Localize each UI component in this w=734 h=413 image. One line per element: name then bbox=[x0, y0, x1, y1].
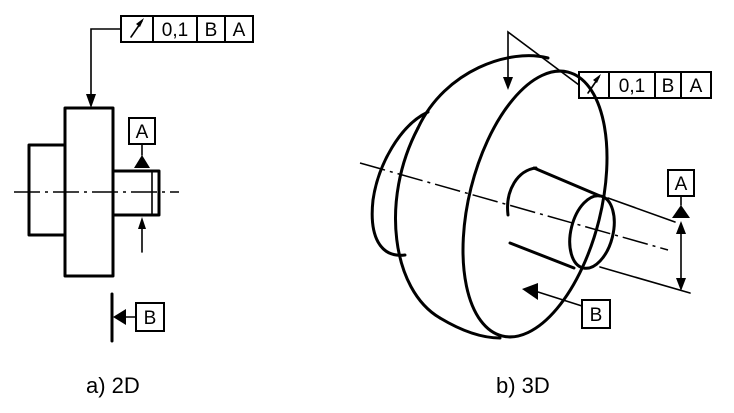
runout-icon bbox=[130, 18, 144, 38]
datum-b-box-3d bbox=[581, 299, 611, 329]
frame-datum-a-label-3d: A bbox=[690, 76, 703, 97]
frame-cell-datum-a bbox=[224, 15, 254, 43]
panel-2d: 0,1 B A A B bbox=[14, 15, 254, 398]
frame-datum-a-label: A bbox=[233, 20, 246, 41]
tolerance-frame-2d: 0,1 B A bbox=[120, 15, 254, 43]
datum-a-box-2d bbox=[128, 117, 156, 145]
extension-line-top-3d bbox=[607, 197, 676, 223]
leader-arrowhead-2d bbox=[86, 94, 96, 108]
flange-bottom-edge-3d bbox=[438, 316, 502, 340]
leader-line-3d bbox=[507, 30, 580, 86]
datum-b-triangle-2d bbox=[113, 309, 126, 325]
frame-cell-datum-b bbox=[196, 15, 226, 43]
flange-front-face-3d bbox=[461, 69, 609, 339]
frame-cell-tolerance-3d bbox=[608, 71, 656, 99]
tolerance-frame-3d: 0,1 B A bbox=[578, 71, 712, 99]
dimension-arrowhead-2d bbox=[138, 217, 146, 229]
datum-a-label-3d: A bbox=[675, 174, 688, 195]
shaft-base-arc-3d bbox=[506, 166, 538, 217]
datum-b-label-2d: B bbox=[144, 308, 157, 329]
center-axis-3d bbox=[359, 162, 669, 251]
datum-a-triangle-2d bbox=[134, 155, 150, 168]
dimension-arrow-bottom-3d bbox=[676, 278, 686, 291]
datum-b-2d: B bbox=[110, 292, 165, 343]
shaft-2d bbox=[111, 169, 161, 217]
caption-2d: a) 2D bbox=[86, 373, 140, 398]
shaft-top-edge-3d bbox=[532, 166, 602, 198]
datum-a-3d: A bbox=[667, 169, 695, 218]
datum-b-leader-3d bbox=[537, 291, 583, 307]
caption-3d: b) 3D bbox=[496, 373, 550, 398]
datum-b-3d: B bbox=[522, 283, 611, 329]
frame-tolerance-value: 0,1 bbox=[162, 20, 188, 41]
flange-back-arc-3d bbox=[394, 126, 442, 320]
flange-top-edge-3d bbox=[416, 54, 550, 130]
frame-datum-b-label: B bbox=[205, 20, 218, 41]
datum-a-label-2d: A bbox=[136, 122, 149, 143]
panel-3d: 0,1 B A A bbox=[359, 30, 712, 398]
leader-arrowhead-3d bbox=[503, 77, 513, 90]
datum-b-triangle-3d bbox=[522, 283, 538, 300]
dimension-arrow-top-3d bbox=[676, 221, 686, 234]
frame-tolerance-value-3d: 0,1 bbox=[619, 76, 645, 97]
datum-a-2d: A bbox=[128, 117, 156, 168]
extension-line-bottom-3d bbox=[599, 266, 691, 294]
frame-datum-b-label-3d: B bbox=[662, 76, 675, 97]
shaft-bottom-edge-3d bbox=[508, 241, 576, 270]
leader-line-2d bbox=[90, 28, 122, 97]
datum-a-triangle-3d bbox=[672, 205, 690, 218]
frame-cell-datum-a-3d bbox=[680, 71, 712, 99]
back-hub-outline-3d bbox=[370, 110, 430, 257]
datum-b-box-2d bbox=[135, 302, 165, 332]
shaft-end-face-3d bbox=[568, 194, 616, 270]
datum-b-label-3d: B bbox=[590, 305, 603, 326]
left-hub-2d bbox=[27, 143, 67, 237]
